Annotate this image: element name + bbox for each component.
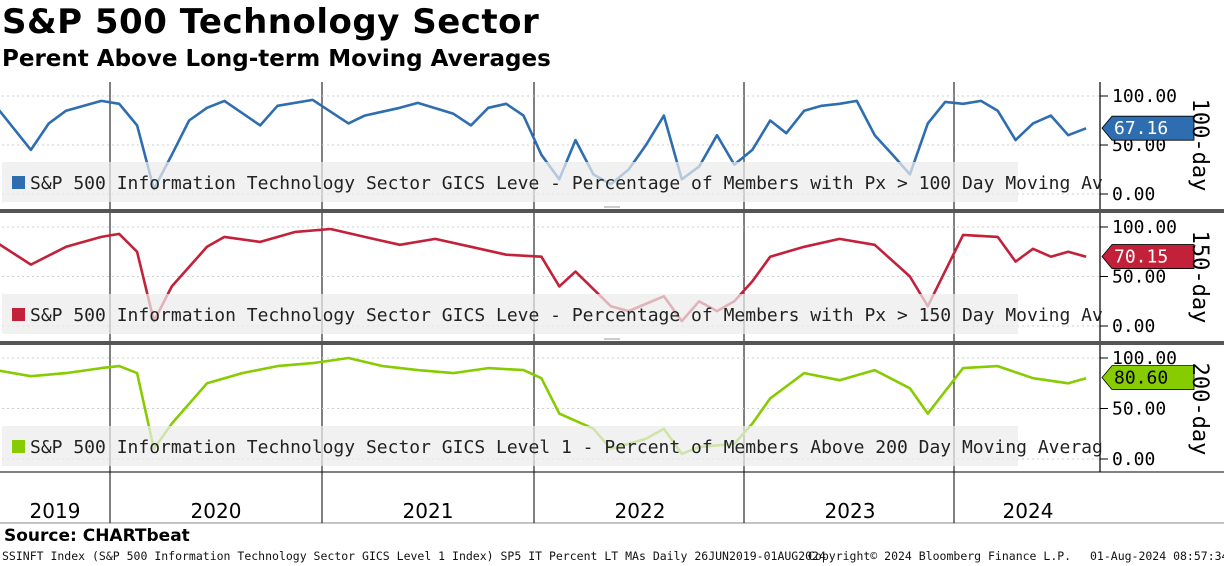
footer-timestamp: 01-Aug-2024 08:57:34 (1090, 549, 1224, 563)
legend-swatch (12, 176, 25, 189)
last-value-label: 67.16 (1114, 118, 1168, 139)
legend-swatch (12, 308, 25, 321)
chart-subtitle: Perent Above Long-term Moving Averages (2, 46, 551, 72)
panel-150-day: S&P 500 Information Technology Sector GI… (0, 217, 1224, 345)
x-tick-label: 2021 (403, 499, 454, 523)
x-tick-label: 2019 (30, 499, 81, 523)
last-value-tag (1101, 244, 1195, 269)
panel-200-day: S&P 500 Information Technology Sector GI… (0, 348, 1212, 470)
panel-100-day: S&P 500 Information Technology Sector GI… (0, 86, 1224, 213)
last-value-label: 70.15 (1114, 247, 1168, 268)
y-tick-label: 0.00 (1112, 184, 1155, 205)
y-tick-label: 0.00 (1112, 449, 1155, 470)
legend-box (2, 426, 1018, 466)
x-tick-label: 2020 (191, 499, 242, 523)
panel-title: 100-day (1187, 99, 1212, 192)
last-value-label: 80.60 (1114, 368, 1168, 389)
x-tick-label: 2023 (825, 499, 876, 523)
y-tick-label: 0.00 (1112, 316, 1155, 337)
x-tick-label: 2022 (615, 499, 666, 523)
chart-title: S&P 500 Technology Sector (2, 2, 540, 42)
y-tick-label: 50.00 (1112, 399, 1166, 420)
panel-title: 200-day (1187, 363, 1212, 456)
y-tick-label: 50.00 (1112, 267, 1166, 288)
legend-label: S&P 500 Information Technology Sector GI… (30, 173, 1103, 194)
y-tick-label: 100.00 (1112, 86, 1177, 107)
legend-box (2, 294, 1018, 334)
x-tick-label: 2024 (1003, 499, 1054, 523)
last-value-tag (1101, 365, 1195, 390)
legend-label: S&P 500 Information Technology Sector GI… (30, 437, 1103, 458)
y-tick-label: 100.00 (1112, 348, 1177, 369)
legend-swatch (12, 440, 25, 453)
source-label: Source: CHARTbeat (4, 526, 190, 546)
y-tick-label: 100.00 (1112, 217, 1177, 238)
panel-title: 150-day (1187, 231, 1212, 324)
footer-index-description: SSINFT Index (S&P 500 Information Techno… (2, 549, 826, 563)
legend-box (2, 162, 1018, 202)
footer-copyright: Copyright© 2024 Bloomberg Finance L.P. (808, 549, 1072, 563)
last-value-tag (1101, 115, 1195, 141)
legend-label: S&P 500 Information Technology Sector GI… (30, 305, 1103, 326)
